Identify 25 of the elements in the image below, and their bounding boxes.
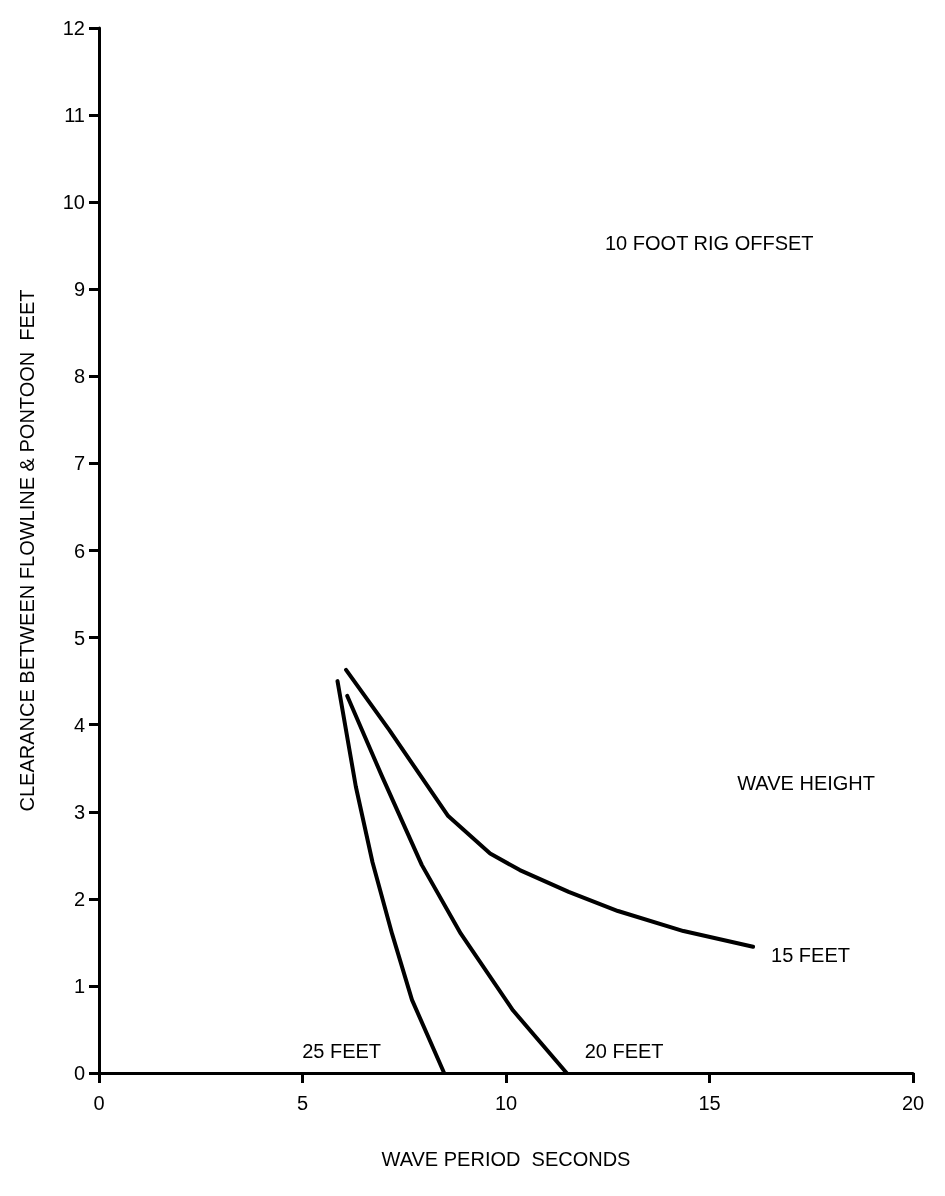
y-tick-label: 6 (73, 539, 85, 562)
x-axis-title: WAVE PERIOD SECONDS (381, 1148, 631, 1170)
legend-title: WAVE HEIGHT (737, 772, 876, 794)
x-tick-label: 0 (93, 1092, 105, 1114)
y-tick-label: 4 (73, 713, 85, 736)
y-tick-label: 0 (73, 1062, 85, 1084)
x-tick-label: 15 (698, 1092, 721, 1114)
y-tick-label: 5 (73, 626, 85, 649)
y-tick-label: 8 (73, 365, 85, 388)
x-tick-label: 10 (494, 1092, 518, 1114)
x-tick-label: 5 (296, 1092, 309, 1114)
y-tick-label: 2 (73, 887, 85, 910)
y-tick-label: 3 (73, 800, 85, 823)
y-tick-label: 9 (73, 278, 85, 301)
y-tick-label: 12 (62, 17, 85, 39)
text: 25 FEET (302, 1040, 382, 1062)
y-tick-label: 11 (64, 104, 85, 127)
series-label: 20 FEET (584, 1040, 664, 1062)
x-tick-label: 20 (901, 1092, 925, 1114)
annotation: 10 FOOT RIG OFFSET (605, 232, 814, 254)
y-tick-label: 1 (73, 974, 85, 997)
y-tick-label: 7 (73, 452, 85, 475)
y-axis-title: CLEARANCE BETWEEN FLOWLINE & PONTOON FEET (16, 289, 38, 812)
y-tick-label: 10 (62, 191, 85, 214)
series-label: 15 FEET (771, 943, 850, 966)
